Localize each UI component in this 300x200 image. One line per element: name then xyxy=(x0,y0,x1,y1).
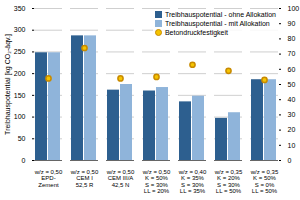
svg-text:300: 300 xyxy=(14,26,26,33)
svg-text:Treibhauspotential [kg CO₂-äqv: Treibhauspotential [kg CO₂-äqv.] xyxy=(4,34,12,135)
svg-text:w/z = 0,35K = 50%S = 0%LL = 50: w/z = 0,35K = 50%S = 0%LL = 50% xyxy=(250,169,279,194)
svg-text:w/z = 0,50EPD-Zement: w/z = 0,50EPD-Zement xyxy=(34,169,63,188)
svg-text:350: 350 xyxy=(14,5,26,12)
svg-text:50: 50 xyxy=(18,135,26,142)
svg-text:200: 200 xyxy=(14,70,26,77)
svg-text:100: 100 xyxy=(288,5,300,12)
svg-text:w/z = 0,50CEM I52,5 R: w/z = 0,50CEM I52,5 R xyxy=(70,169,99,188)
html-text:Treibhauspotential - mit Allok: Treibhauspotential - mit Allokation xyxy=(165,20,270,27)
html-text:Betondruckfestigkeit: Betondruckfestigkeit xyxy=(165,29,228,36)
svg-text:w/z = 0,50CEM III/A42,5 N: w/z = 0,50CEM III/A42,5 N xyxy=(106,169,135,188)
svg-text:w/z = 0,40K = 35%S = 30%LL = 3: w/z = 0,40K = 35%S = 30%LL = 35% xyxy=(178,169,207,194)
svg-text:10: 10 xyxy=(288,142,296,149)
svg-text:30: 30 xyxy=(288,111,296,118)
html-text:Treibhauspotential - ohne Allo: Treibhauspotential - ohne Allokation xyxy=(165,11,276,18)
svg-text:90: 90 xyxy=(288,20,296,27)
svg-text:100: 100 xyxy=(14,113,26,120)
svg-text:150: 150 xyxy=(14,92,26,99)
svg-text:0: 0 xyxy=(288,157,292,164)
svg-text:50: 50 xyxy=(288,81,296,88)
svg-text:w/z = 0,35K = 20%S = 30%LL = 5: w/z = 0,35K = 20%S = 30%LL = 50% xyxy=(214,169,243,194)
svg-text:0: 0 xyxy=(22,157,26,164)
svg-text:20: 20 xyxy=(288,126,296,133)
svg-text:80: 80 xyxy=(288,35,296,42)
svg-text:70: 70 xyxy=(288,50,296,57)
svg-text:40: 40 xyxy=(288,96,296,103)
svg-text:w/z = 0,50K = 50%S = 30%LL = 2: w/z = 0,50K = 50%S = 30%LL = 20% xyxy=(142,169,171,194)
svg-text:60: 60 xyxy=(288,66,296,73)
svg-text:250: 250 xyxy=(14,48,26,55)
